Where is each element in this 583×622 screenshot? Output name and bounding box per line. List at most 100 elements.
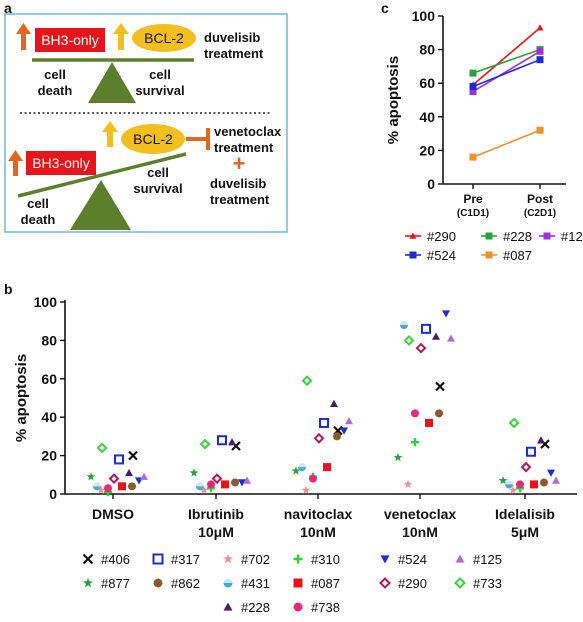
b-legend-marker [455, 554, 465, 563]
b-data-point [537, 436, 545, 444]
b-data-point [411, 438, 419, 447]
b-y-tick-label: 20 [41, 448, 57, 464]
b-data-point [301, 485, 311, 494]
b-data-point-fill [93, 486, 101, 491]
b-data-point-fill [505, 484, 513, 489]
c-legend-marker [485, 232, 493, 240]
c-y-tick-label: 80 [419, 42, 435, 58]
top-left-line1: cell [44, 67, 66, 82]
c-data-point [469, 153, 477, 161]
b-legend-marker [380, 555, 390, 564]
top-drug-line1: duvelisib [204, 30, 260, 45]
c-data-point [536, 47, 544, 55]
b-data-point [435, 381, 445, 392]
b-data-point [411, 409, 419, 418]
top-bh3-box [35, 28, 105, 52]
bottom-arrow-bcl2 [102, 121, 118, 147]
c-legend-label: #290 [427, 229, 456, 244]
b-legend-marker [83, 577, 93, 588]
b-legend-label: #228 [241, 600, 270, 615]
b-legend-marker [454, 577, 466, 589]
b-data-point [526, 446, 536, 457]
c-legend-label: #524 [427, 248, 456, 263]
b-data-point [118, 482, 126, 491]
c-x-tick-sublabel: (C2D1) [524, 208, 556, 219]
b-data-point [96, 485, 106, 494]
top-bcl2-label: BCL-2 [144, 30, 184, 46]
b-data-point [93, 482, 101, 491]
c-series-line [472, 50, 541, 93]
b-data-point [442, 310, 450, 318]
b-data-point [508, 417, 520, 429]
b-data-point [207, 480, 215, 489]
bottom-balance-beam [17, 152, 187, 198]
c-y-tick-label: 20 [419, 142, 435, 158]
b-legend-marker [223, 553, 233, 564]
b-legend-marker [379, 577, 391, 589]
b-legend-label: #317 [171, 552, 200, 567]
c-series-line [472, 58, 541, 88]
c-y-axis-label: % apoptosis [385, 56, 402, 144]
bottom-drugB-line1: duvelisib [210, 176, 266, 191]
b-data-point [104, 484, 112, 493]
c-data-point [536, 56, 544, 64]
top-right-line1: cell [149, 67, 171, 82]
b-data-point [319, 417, 329, 428]
bottom-bh3-box [26, 151, 96, 175]
b-data-point [330, 399, 338, 407]
bottom-bcl2-oval [121, 124, 185, 154]
b-x-tick-label: Ibrutinib [188, 506, 244, 522]
c-legend-label: #228 [503, 229, 532, 244]
b-data-point [540, 478, 548, 487]
panel-label-a: a [4, 0, 12, 16]
b-data-point [393, 452, 403, 462]
c-legend-label: #087 [503, 248, 532, 263]
b-legend-marker [223, 578, 233, 588]
c-data-point [536, 24, 544, 31]
diagram-border [4, 13, 288, 233]
b-legend-marker [293, 578, 303, 588]
c-legend-marker [409, 251, 417, 259]
bottom-bcl2-label: BCL-2 [133, 131, 173, 147]
b-data-point [199, 438, 211, 450]
b-data-point [128, 450, 138, 461]
bottom-arrow-bh3 [8, 150, 23, 176]
b-x-tick-sublabel: 10nM [402, 524, 438, 540]
b-data-point [231, 478, 239, 487]
b-data-point [114, 454, 124, 465]
b-data-point [228, 438, 236, 446]
b-y-axis-label: % apoptosis [13, 354, 30, 442]
b-legend-label: #862 [171, 576, 200, 591]
top-drug-line2: treatment [204, 46, 264, 61]
b-y-tick-label: 0 [49, 486, 57, 502]
b-legend-label: #087 [311, 576, 340, 591]
b-legend-label: #702 [241, 552, 270, 567]
b-data-point [298, 463, 306, 472]
b-data-point [447, 334, 455, 342]
b-data-point [400, 321, 408, 330]
b-x-tick-sublabel: 5μM [511, 524, 539, 540]
b-data-point [189, 468, 199, 477]
b-data-point [505, 480, 513, 489]
b-data-point [520, 461, 532, 473]
c-series-line [472, 129, 541, 158]
b-legend-marker [293, 602, 303, 612]
b-data-point-fill [400, 325, 408, 330]
b-data-point [108, 473, 120, 485]
c-y-tick-label: 60 [419, 75, 435, 91]
top-fulcrum [88, 62, 136, 103]
c-data-point [469, 88, 477, 96]
b-legend-marker-fill [223, 583, 233, 588]
b-data-point [323, 463, 331, 472]
b-data-point [196, 482, 204, 491]
c-series-line [472, 27, 541, 86]
b-data-point [508, 485, 518, 494]
b-y-tick-label: 100 [34, 294, 58, 310]
b-y-tick-label: 80 [41, 332, 57, 348]
b-data-point [86, 472, 96, 481]
b-data-point [217, 435, 227, 446]
b-data-point [128, 482, 136, 491]
c-x-tick-sublabel: (C1D1) [457, 208, 489, 219]
b-data-point [435, 409, 443, 418]
b-x-tick-label: navitoclax [284, 506, 353, 522]
